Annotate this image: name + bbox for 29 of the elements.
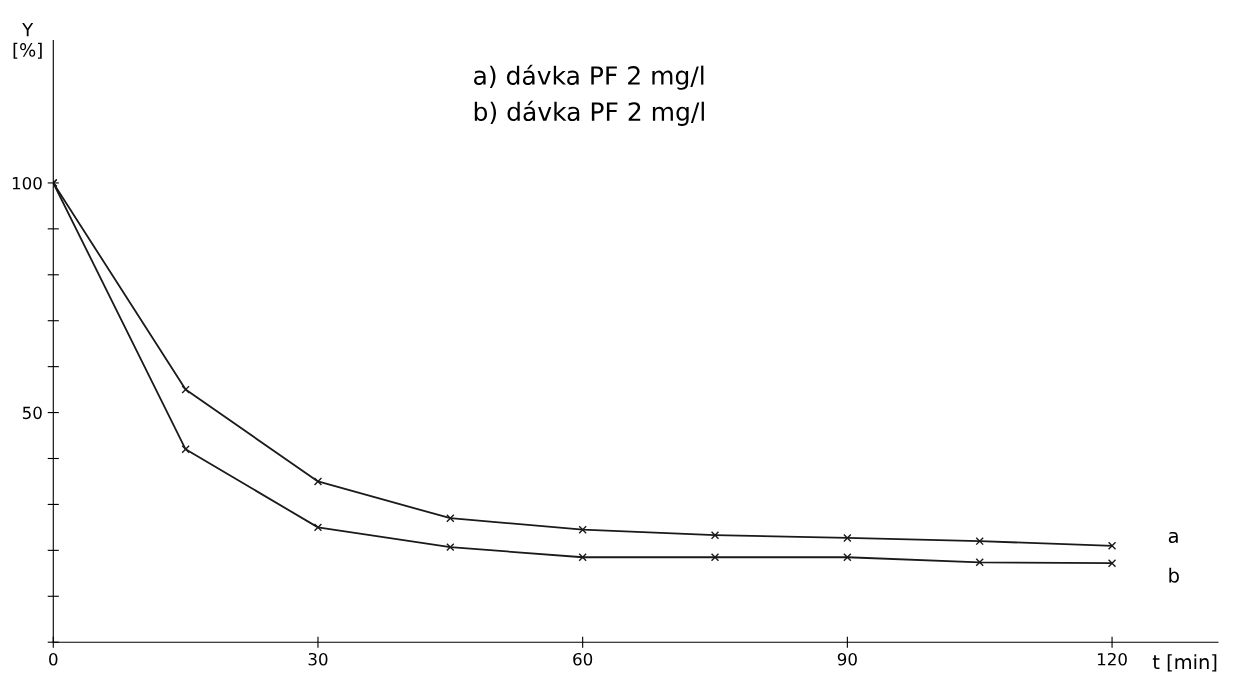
annotation: b) dávka PF 2 mg/l bbox=[474, 100, 704, 126]
y-axis-title: Y [%] bbox=[13, 23, 42, 59]
text: a bbox=[1168, 531, 1178, 544]
point bbox=[1107, 541, 1117, 550]
point bbox=[181, 385, 190, 394]
annotation: a) dávka PF 2 mg/l bbox=[474, 64, 704, 90]
x-tick-label: 60 bbox=[573, 652, 593, 666]
text: b bbox=[1169, 567, 1179, 583]
y-tick-label: 50 bbox=[22, 406, 42, 420]
point bbox=[843, 553, 852, 562]
point bbox=[710, 553, 720, 562]
point bbox=[578, 525, 587, 534]
x-tick-label: 120 bbox=[1097, 652, 1127, 666]
point bbox=[578, 553, 587, 562]
point bbox=[843, 533, 852, 543]
x-tick-label: 30 bbox=[308, 652, 328, 666]
point bbox=[975, 558, 984, 567]
x-axis-title: t [min] bbox=[1152, 654, 1217, 672]
point bbox=[975, 536, 984, 546]
point bbox=[313, 477, 323, 486]
point bbox=[181, 445, 190, 454]
x-tick-label: 0 bbox=[49, 652, 58, 666]
x-tick-label: 90 bbox=[837, 652, 857, 666]
point bbox=[313, 523, 323, 532]
point bbox=[710, 531, 720, 540]
y-tick-label: 100 bbox=[12, 176, 42, 190]
point bbox=[446, 542, 455, 552]
point bbox=[446, 514, 455, 523]
point bbox=[1107, 559, 1117, 568]
